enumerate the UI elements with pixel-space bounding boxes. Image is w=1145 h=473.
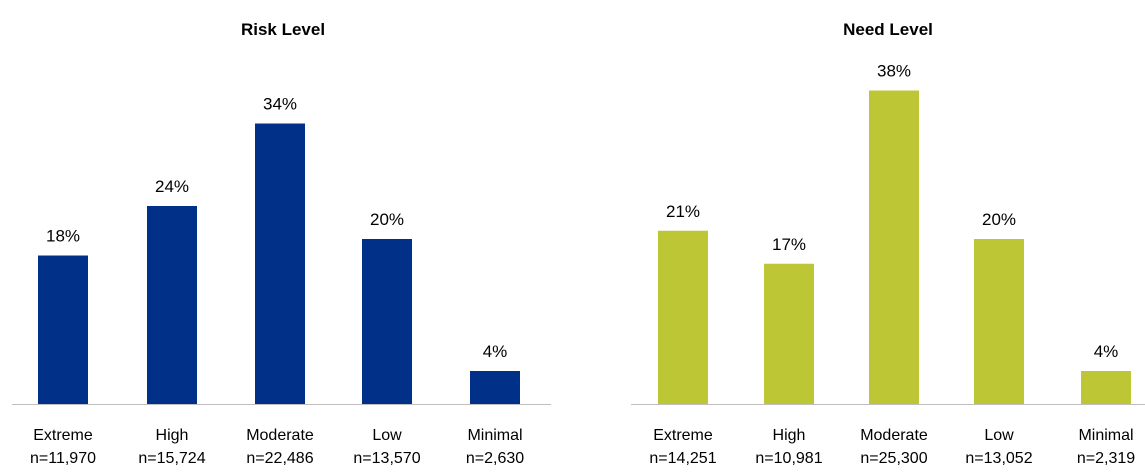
category-label: Minimal (1078, 427, 1133, 444)
data-label: 17% (772, 235, 806, 254)
count-label: n=11,970 (30, 450, 96, 467)
count-label: n=13,570 (353, 450, 420, 467)
data-label: 21% (666, 202, 700, 221)
category-label: Low (372, 427, 402, 444)
category-label: Moderate (246, 427, 314, 444)
count-label: n=13,052 (965, 450, 1032, 467)
bar-moderate (869, 90, 919, 404)
category-label: High (156, 427, 189, 444)
data-label: 4% (483, 342, 508, 361)
count-label: n=25,300 (860, 450, 927, 467)
chart-1: Need Level 21% Extreme n=14,251 17% High n=10,… (631, 20, 1145, 467)
bar-high (147, 206, 197, 404)
data-label: 24% (155, 177, 189, 196)
chart-title: Risk Level (241, 20, 325, 39)
bar-low (974, 239, 1024, 404)
bar-moderate (255, 123, 305, 404)
bar-low (362, 239, 412, 404)
bar-high (764, 263, 814, 404)
category-label: High (773, 427, 806, 444)
category-label: Extreme (653, 427, 713, 444)
data-label: 18% (46, 227, 80, 246)
category-label: Low (984, 427, 1014, 444)
data-label: 38% (877, 62, 911, 81)
count-label: n=15,724 (138, 450, 205, 467)
count-label: n=2,630 (466, 450, 524, 467)
bar-minimal (470, 371, 520, 404)
count-label: n=14,251 (649, 450, 716, 467)
category-label: Moderate (860, 427, 928, 444)
count-label: n=10,981 (755, 450, 822, 467)
count-label: n=2,319 (1077, 450, 1135, 467)
category-label: Extreme (33, 427, 93, 444)
bar-minimal (1081, 371, 1131, 404)
data-label: 20% (370, 210, 404, 229)
bar-extreme (658, 230, 708, 404)
bar-extreme (38, 255, 88, 404)
data-label: 34% (263, 95, 297, 114)
count-label: n=22,486 (246, 450, 313, 467)
data-label: 4% (1094, 342, 1119, 361)
chart-title: Need Level (843, 20, 933, 39)
category-label: Minimal (467, 427, 522, 444)
data-label: 20% (982, 210, 1016, 229)
chart-0: Risk Level 18% Extreme n=11,970 24% High n=15,… (12, 20, 551, 467)
